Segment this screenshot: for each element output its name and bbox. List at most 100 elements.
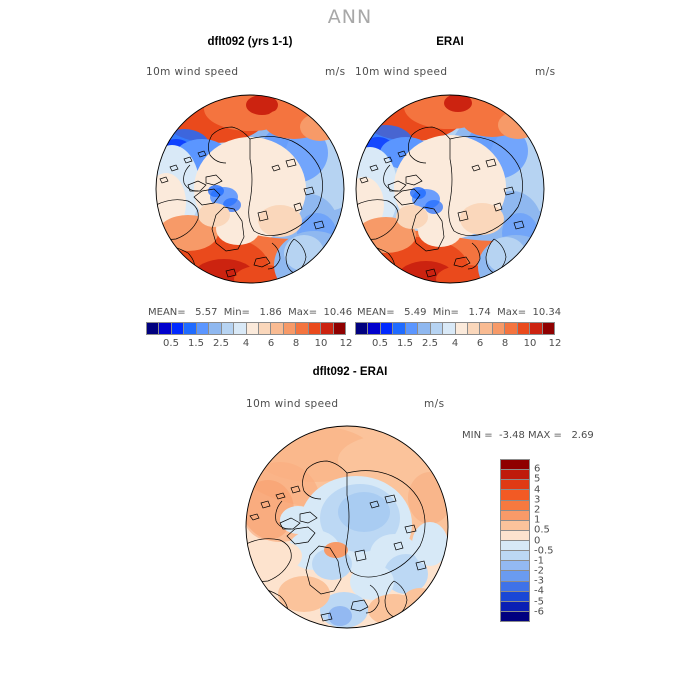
colorbar-segment <box>501 551 529 562</box>
colorbar-tick: 4 <box>534 484 541 496</box>
colorbar-tick: 2.5 <box>213 338 229 349</box>
colorbar-segment <box>171 323 185 334</box>
colorbar-segment <box>221 323 235 334</box>
colorbar-tick: 8 <box>292 338 300 349</box>
panel-units-label-difference: m/s <box>424 398 445 410</box>
colorbar-tick: 0 <box>534 535 541 546</box>
colorbar-tick: 12 <box>339 338 353 349</box>
colorbar-tick: 6 <box>476 338 484 349</box>
colorbar-obs[interactable] <box>355 322 555 335</box>
colorbar-tick: 4 <box>242 338 250 349</box>
colorbar-model[interactable] <box>146 322 346 335</box>
figure-main-title: ANN <box>327 6 373 28</box>
colorbar-tick: 0.5 <box>163 338 179 349</box>
map-difference-svg <box>245 425 449 629</box>
panel-units-label-model: m/s <box>325 66 346 78</box>
colorbar-segment <box>184 323 197 334</box>
colorbar-tick: -2 <box>534 565 544 577</box>
colorbar-segment <box>405 323 419 334</box>
map-model <box>154 93 346 285</box>
colorbar-tick: -0.5 <box>534 545 554 557</box>
colorbar-segment <box>393 323 406 334</box>
colorbar-segment <box>501 500 529 511</box>
colorbar-segment <box>380 323 394 334</box>
colorbar-segment <box>501 510 529 521</box>
colorbar-ticks-model: 0.5 1.5 2.5 4 6 8 10 12 <box>146 338 352 352</box>
colorbar-segment <box>501 541 529 552</box>
colorbar-segment <box>501 561 529 572</box>
colorbar-segment <box>501 460 529 471</box>
map-obs <box>354 93 546 285</box>
colorbar-segment <box>356 323 369 334</box>
colorbar-segment <box>258 323 272 334</box>
map-obs-svg <box>355 94 545 284</box>
colorbar-segment <box>542 323 554 334</box>
colorbar-segment <box>501 591 529 602</box>
colorbar-tick: 12 <box>548 338 562 349</box>
colorbar-tick: 5 <box>534 473 541 485</box>
colorbar-ticks-difference: 6 5 4 3 2 1 0.5 0 -0.5 -1 -2 -3 -4 -5 -6 <box>534 459 574 622</box>
panel-variable-label-obs: 10m wind speed <box>355 66 448 78</box>
colorbar-ticks-obs: 0.5 1.5 2.5 4 6 8 10 12 <box>355 338 561 352</box>
colorbar-tick: 0.5 <box>372 338 388 349</box>
colorbar-tick: 10 <box>523 338 537 349</box>
colorbar-tick: -3 <box>534 575 544 587</box>
colorbar-segment <box>196 323 210 334</box>
colorbar-tick: 4 <box>451 338 459 349</box>
colorbar-tick: 8 <box>501 338 509 349</box>
colorbar-segment <box>209 323 222 334</box>
colorbar-segment <box>443 323 456 334</box>
colorbar-tick: 3 <box>534 494 541 506</box>
colorbar-segment <box>296 323 309 334</box>
colorbar-segment <box>501 490 529 501</box>
colorbar-tick: 10 <box>314 338 328 349</box>
colorbar-segment <box>501 611 529 621</box>
map-obs-coastlines <box>356 126 525 278</box>
colorbar-tick: 1 <box>534 514 541 526</box>
colorbar-segment <box>234 323 247 334</box>
colorbar-segment <box>271 323 284 334</box>
colorbar-segment <box>418 323 431 334</box>
panel-title-obs: ERAI <box>436 36 464 48</box>
colorbar-tick: 6 <box>534 463 541 475</box>
colorbar-segment <box>501 601 529 612</box>
colorbar-tick: -5 <box>534 596 544 608</box>
map-model-svg <box>155 94 345 284</box>
colorbar-segment <box>333 323 345 334</box>
colorbar-segment <box>505 323 518 334</box>
colorbar-segment <box>308 323 322 334</box>
panel-units-label-obs: m/s <box>535 66 556 78</box>
colorbar-segment <box>480 323 493 334</box>
colorbar-segment <box>501 530 529 541</box>
colorbar-tick: 1.5 <box>397 338 413 349</box>
colorbar-segment <box>430 323 444 334</box>
colorbar-tick: 2.5 <box>422 338 438 349</box>
colorbar-tick: -4 <box>534 585 544 597</box>
colorbar-tick: 0.5 <box>534 524 550 536</box>
colorbar-segment <box>368 323 381 334</box>
colorbar-difference[interactable] <box>500 459 530 622</box>
colorbar-segment <box>321 323 334 334</box>
colorbar-segment <box>147 323 160 334</box>
colorbar-segment <box>501 480 529 491</box>
colorbar-segment <box>246 323 259 334</box>
colorbar-tick: 1.5 <box>188 338 204 349</box>
colorbar-tick: 6 <box>267 338 275 349</box>
colorbar-segment <box>492 323 506 334</box>
colorbar-tick: 2 <box>534 504 541 516</box>
colorbar-segment <box>530 323 543 334</box>
map-difference-field <box>246 426 448 628</box>
map-model-field <box>156 95 344 283</box>
colorbar-segment <box>501 581 529 592</box>
colorbar-segment <box>501 520 529 531</box>
colorbar-tick: -1 <box>534 555 544 567</box>
stats-difference: MIN = -3.48 MAX = 2.69 <box>462 430 594 441</box>
map-difference <box>244 424 450 630</box>
panel-title-difference: dflt092 - ERAI <box>312 366 388 378</box>
stats-obs: MEAN= 5.49 Min= 1.74 Max= 10.34 <box>357 307 562 318</box>
map-obs-field <box>356 95 544 283</box>
colorbar-segment <box>501 470 529 481</box>
colorbar-segment <box>283 323 297 334</box>
colorbar-segment <box>467 323 481 334</box>
